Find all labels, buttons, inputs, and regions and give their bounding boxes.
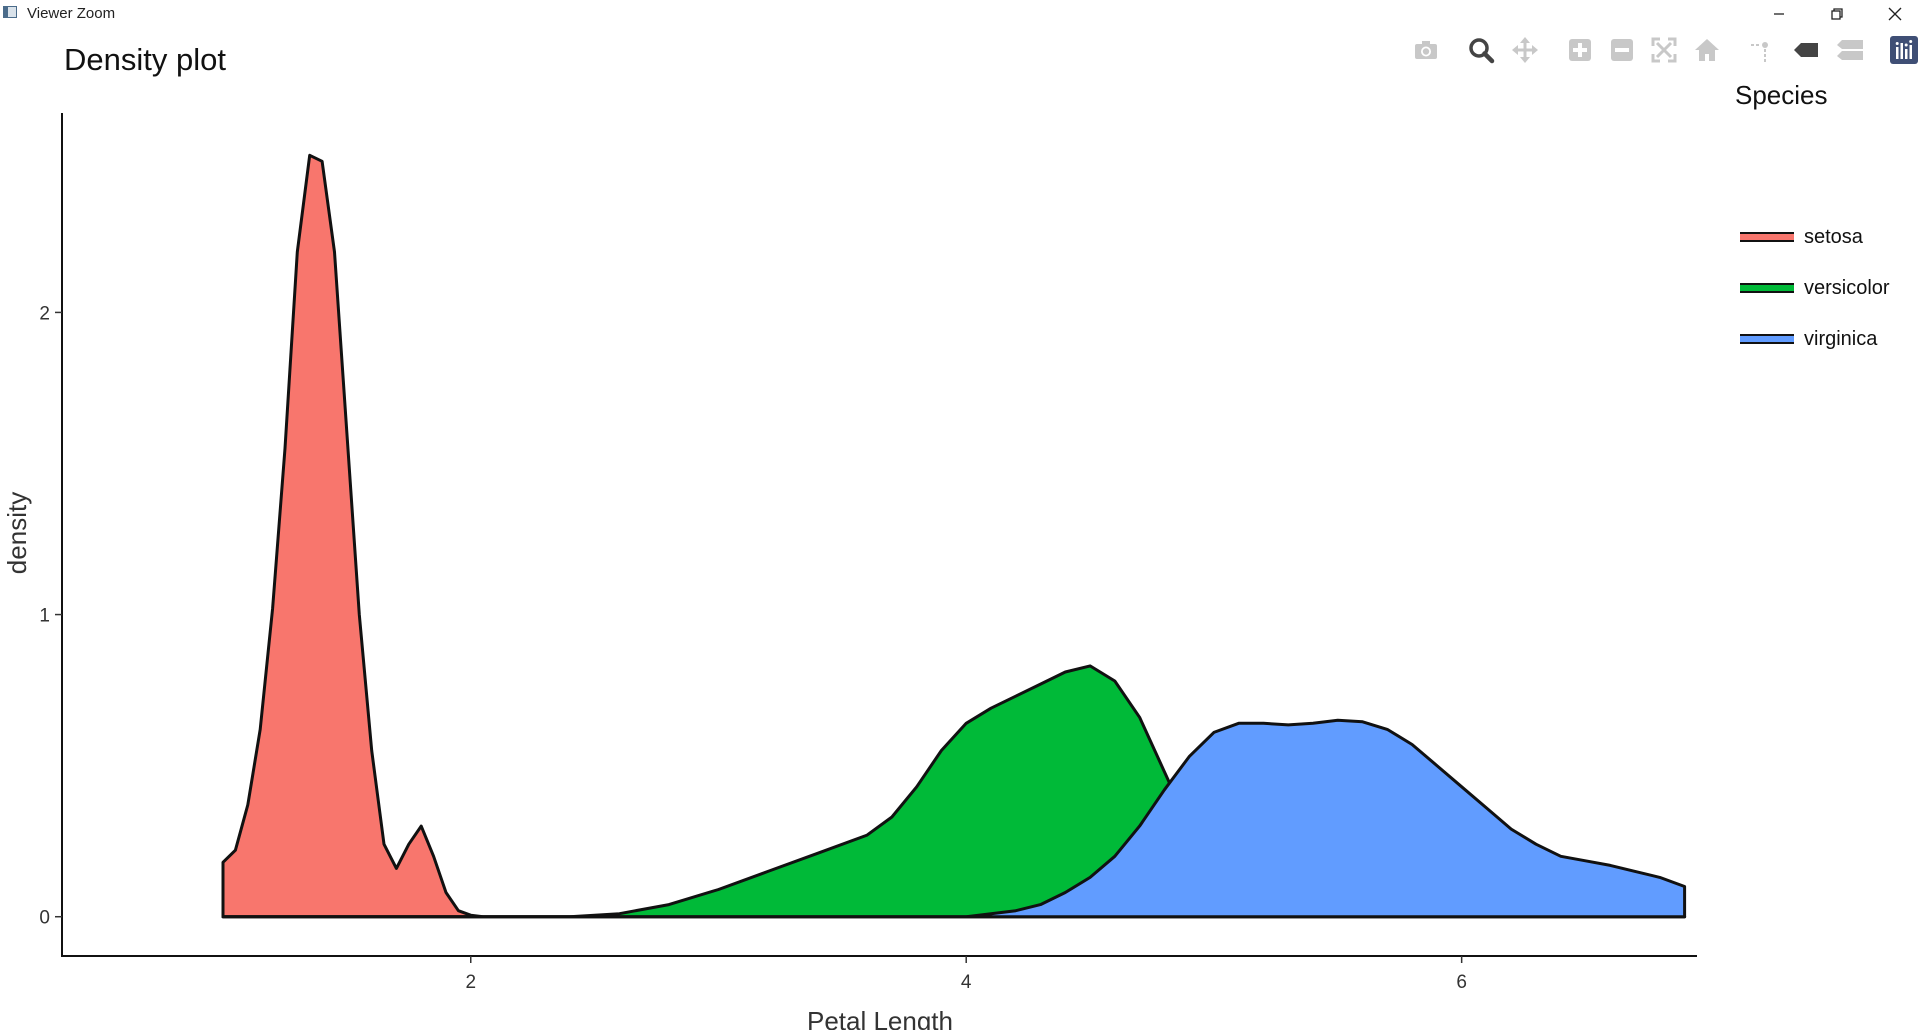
x-ticks: 2 4 6	[465, 956, 1467, 993]
y-ticks: 0 1 2	[39, 303, 62, 929]
legend-label: setosa	[1804, 225, 1863, 248]
zoom-in-button[interactable]	[1564, 34, 1596, 66]
density-area-virginica[interactable]	[221, 718, 1687, 919]
plot-title: Density plot	[64, 42, 226, 77]
autoscale-button[interactable]	[1648, 34, 1680, 66]
window-titlebar: Viewer Zoom	[0, 0, 1920, 28]
pan-button[interactable]	[1509, 34, 1541, 66]
legend-swatch	[1740, 334, 1794, 344]
hover-compare-button[interactable]	[1834, 34, 1866, 66]
zoom-button[interactable]	[1465, 34, 1497, 66]
autoscale-icon	[1651, 37, 1677, 63]
legend-swatch	[1740, 232, 1794, 242]
zoom-out-button[interactable]	[1606, 34, 1638, 66]
legend-item-versicolor[interactable]: versicolor	[1740, 273, 1890, 303]
plotly-logo-button[interactable]	[1888, 34, 1920, 66]
legend-title: Species	[1735, 80, 1828, 110]
density-area-setosa[interactable]	[221, 153, 1687, 919]
zoom-in-icon	[1569, 39, 1591, 61]
y-tick-label: 1	[39, 606, 50, 627]
x-tick-label: 4	[961, 972, 972, 993]
close-icon	[1888, 7, 1902, 21]
camera-button[interactable]	[1410, 34, 1442, 66]
y-axis-label: density	[2, 492, 32, 574]
legend-item-virginica[interactable]: virginica	[1740, 324, 1877, 354]
hover-closest-icon	[1794, 43, 1818, 57]
legend-label: virginica	[1804, 327, 1878, 350]
zoom-out-icon	[1611, 39, 1633, 61]
app-icon	[3, 6, 17, 18]
legend-swatch	[1740, 283, 1794, 293]
density-areas	[221, 153, 1687, 919]
close-button[interactable]	[1866, 0, 1920, 28]
hover-closest-button[interactable]	[1790, 34, 1822, 66]
plotly-logo-icon	[1890, 36, 1918, 64]
reset-axes-button[interactable]	[1691, 34, 1723, 66]
zoom-icon	[1469, 38, 1495, 64]
x-tick-label: 6	[1456, 972, 1467, 993]
spike-lines-button[interactable]	[1745, 34, 1777, 66]
pan-icon	[1512, 37, 1538, 63]
minimize-button[interactable]	[1750, 0, 1808, 28]
restore-button[interactable]	[1808, 0, 1866, 28]
legend-item-setosa[interactable]: setosa	[1740, 222, 1863, 252]
restore-icon	[1831, 8, 1843, 20]
camera-icon	[1415, 41, 1437, 59]
y-tick-label: 2	[39, 303, 50, 324]
minimize-icon	[1774, 13, 1784, 15]
window-title: Viewer Zoom	[27, 5, 116, 22]
x-tick-label: 2	[465, 972, 476, 993]
x-axis-label: Petal Length	[807, 1006, 953, 1030]
hover-compare-icon	[1837, 40, 1863, 60]
reset-axes-icon	[1695, 39, 1719, 61]
spike-lines-icon	[1751, 42, 1768, 62]
legend-label: versicolor	[1804, 276, 1890, 299]
y-tick-label: 0	[39, 908, 50, 929]
